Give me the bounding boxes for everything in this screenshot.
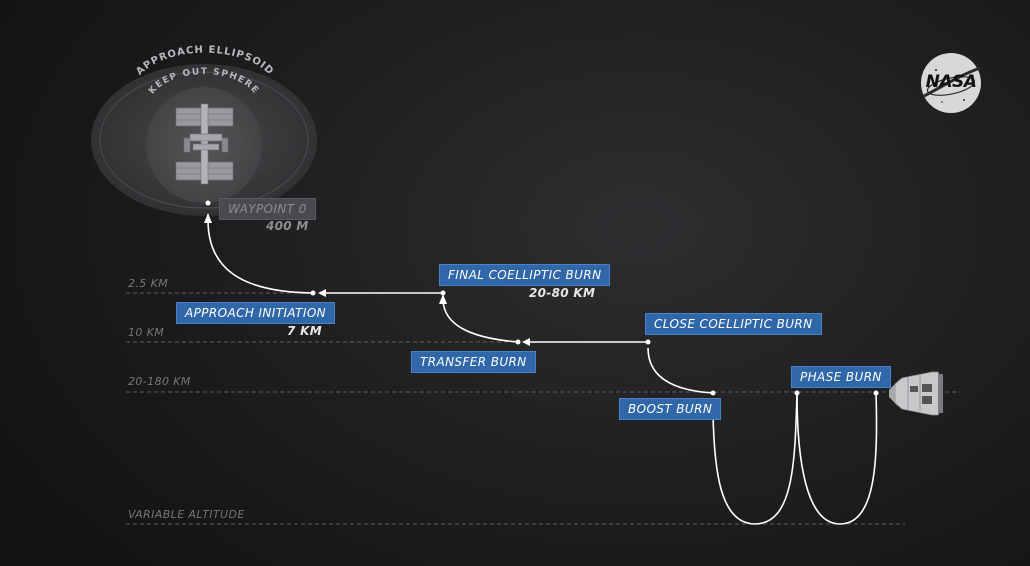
nasa-logo: NASA — [918, 50, 984, 116]
close-coelliptic-burn-label: CLOSE COELLIPTIC BURN — [645, 313, 822, 335]
approach-initiation-distance: 7 KM — [287, 324, 322, 338]
approach-ellipsoid-ring — [99, 71, 309, 209]
point-final-coelliptic — [440, 290, 446, 296]
altitude-lines — [126, 292, 960, 525]
nasa-meatball-icon — [921, 53, 981, 113]
altitude-label-10km: 10 KM — [128, 326, 165, 339]
waypoint-0-distance: 400 M — [266, 219, 309, 233]
point-transfer — [515, 339, 521, 345]
point-boost — [710, 390, 716, 396]
burn-points — [205, 200, 879, 396]
arrow-left-close — [522, 338, 530, 346]
waypoint-0-label: WAYPOINT 0 — [219, 198, 316, 220]
boost-burn-label: BOOST BURN — [619, 398, 722, 420]
capsule-icon — [889, 371, 943, 416]
transfer-burn-label: TRANSFER BURN — [411, 351, 536, 373]
point-close-coelliptic — [645, 339, 651, 345]
arrow-up-transfer — [439, 294, 447, 304]
point-phase — [873, 390, 879, 396]
arrow-left-final — [318, 289, 326, 297]
trajectory-path — [207, 219, 878, 525]
point-approach — [310, 290, 316, 296]
final-coelliptic-burn-label: FINAL COELLIPTIC BURN — [439, 264, 611, 286]
point-loop — [794, 390, 800, 396]
final-coelliptic-burn-distance: 20-80 KM — [529, 286, 596, 300]
altitude-label-variable: VARIABLE ALTITUDE — [128, 508, 245, 521]
phase-burn-label: PHASE BURN — [791, 366, 891, 388]
space-station-icon — [175, 103, 234, 185]
arrow-up-waypoint — [204, 213, 212, 223]
approach-initiation-label: APPROACH INITIATION — [176, 302, 336, 324]
altitude-label-20-180km: 20-180 KM — [128, 375, 191, 388]
point-waypoint — [205, 200, 211, 206]
nasa-logo-text: NASA — [925, 72, 977, 92]
altitude-label-2-5km: 2.5 KM — [128, 277, 169, 290]
